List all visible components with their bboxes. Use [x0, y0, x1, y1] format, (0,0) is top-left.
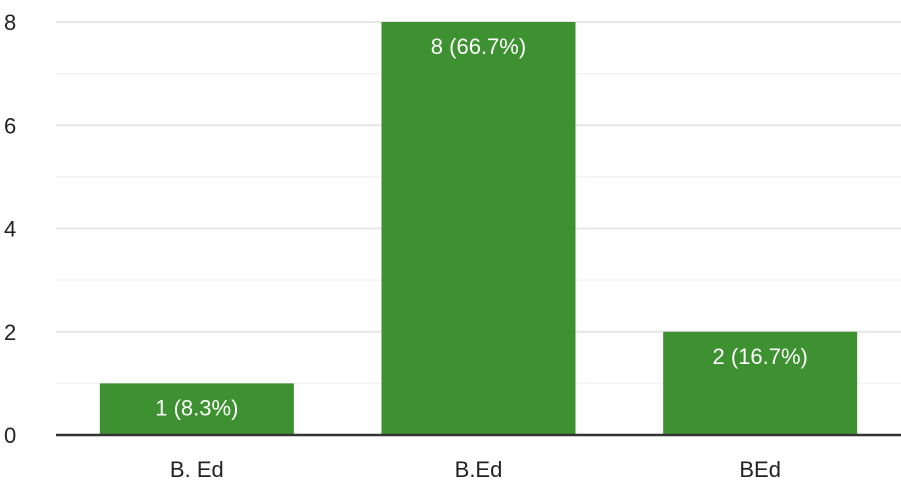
x-category-label: BEd	[739, 457, 781, 482]
x-axis-categories: B. Ed B.Ed BEd	[170, 457, 781, 482]
bar-data-label: 8 (66.7%)	[431, 34, 526, 59]
y-axis-ticks: 0 2 4 6 8	[4, 10, 16, 448]
bars	[99, 22, 858, 435]
bar-data-label: 2 (16.7%)	[712, 344, 807, 369]
y-tick-label: 4	[4, 217, 16, 242]
bar-data-labels: 1 (8.3%) 8 (66.7%) 2 (16.7%)	[155, 34, 808, 420]
x-category-label: B. Ed	[170, 457, 224, 482]
y-tick-label: 8	[4, 10, 16, 35]
bar	[663, 331, 858, 435]
y-tick-label: 0	[4, 423, 16, 448]
y-tick-label: 2	[4, 320, 16, 345]
y-tick-label: 6	[4, 113, 16, 138]
bar	[381, 22, 576, 435]
bar	[99, 383, 294, 435]
x-category-label: B.Ed	[455, 457, 503, 482]
bar-data-label: 1 (8.3%)	[155, 395, 238, 420]
